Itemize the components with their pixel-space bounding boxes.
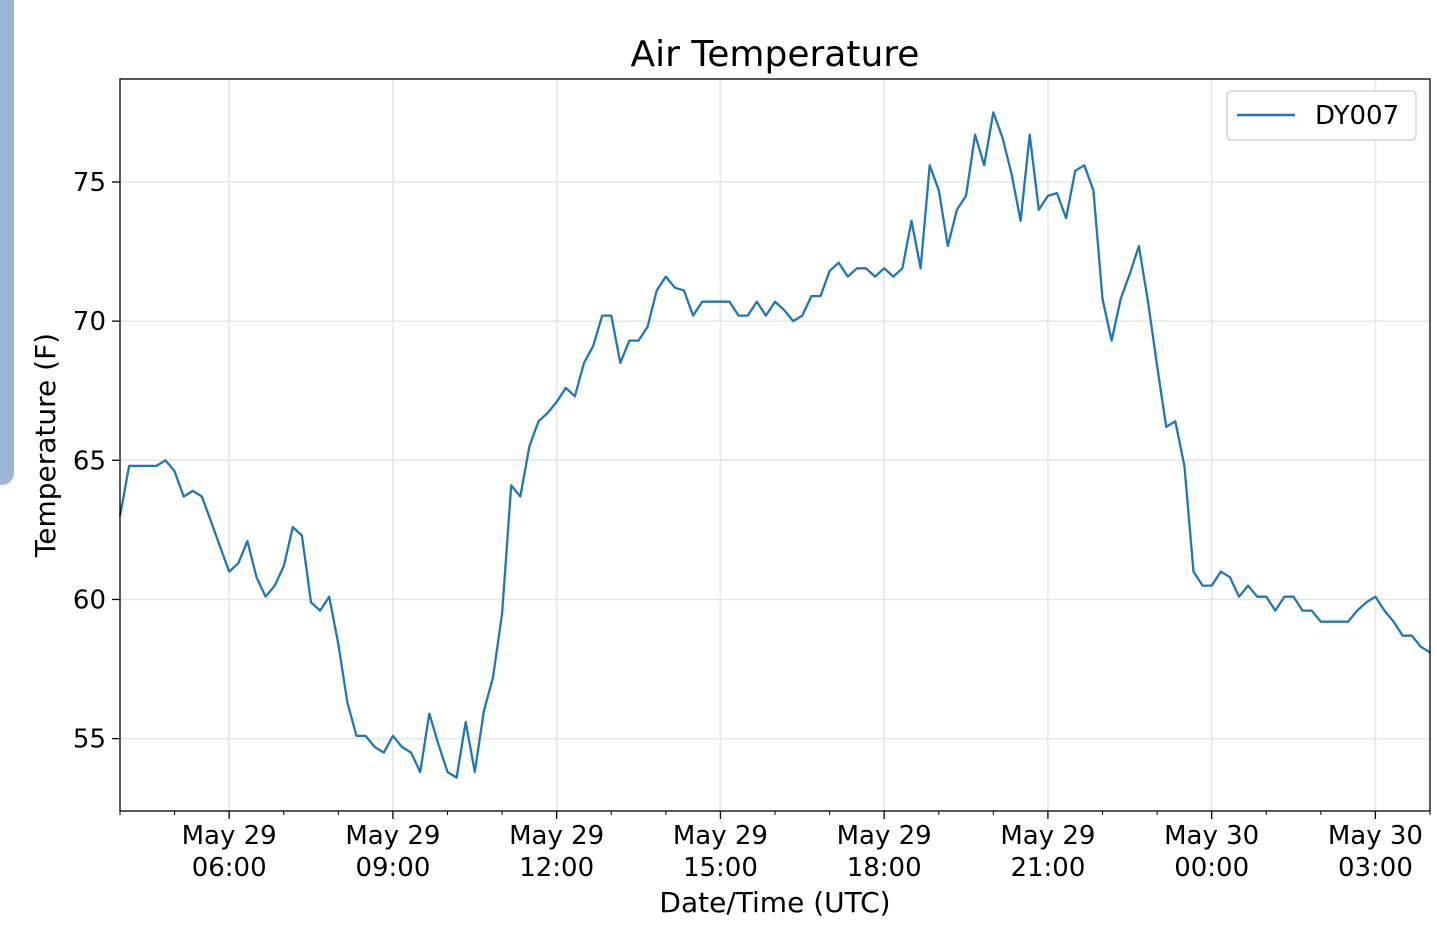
chart-title: Air Temperature: [631, 34, 920, 75]
y-tick-label: 70: [73, 307, 106, 337]
x-tick-label-date: May 29: [509, 821, 604, 851]
x-tick-label-time: 15:00: [683, 853, 758, 883]
x-tick-label-date: May 29: [182, 821, 277, 851]
x-tick-label-time: 03:00: [1338, 853, 1413, 883]
x-axis-label: Date/Time (UTC): [659, 886, 890, 919]
y-tick-label: 75: [73, 168, 106, 198]
x-tick-label-date: May 29: [1000, 821, 1095, 851]
x-tick-label-time: 12:00: [519, 853, 594, 883]
series-line-dy007: [118, 111, 1431, 779]
plot-frame: [119, 78, 1431, 812]
y-axis: 55 60 65 70 75: [73, 168, 120, 755]
x-tick-label-date: May 29: [837, 821, 932, 851]
x-tick-label-time: 18:00: [847, 853, 922, 883]
x-tick-label-date: May 29: [673, 821, 768, 851]
x-tick-label-time: 09:00: [355, 853, 430, 883]
y-axis-label: Temperature (F): [29, 333, 62, 558]
y-tick-label: 65: [73, 446, 106, 476]
x-tick-label-time: 00:00: [1174, 853, 1249, 883]
x-tick-label-date: May 30: [1328, 821, 1423, 851]
y-tick-label: 60: [73, 585, 106, 615]
legend: DY007: [1226, 90, 1417, 141]
legend-label-dy007: DY007: [1315, 101, 1399, 131]
grid-lines: [120, 79, 1430, 811]
y-tick-label: 55: [73, 725, 106, 755]
x-tick-label-time: 06:00: [192, 853, 267, 883]
side-panel-tab[interactable]: [0, 0, 14, 485]
series-layer: [118, 111, 1431, 779]
x-tick-label-date: May 29: [345, 821, 440, 851]
x-tick-label-time: 21:00: [1010, 853, 1085, 883]
legend-box: [1226, 90, 1417, 141]
x-tick-label-date: May 30: [1164, 821, 1259, 851]
